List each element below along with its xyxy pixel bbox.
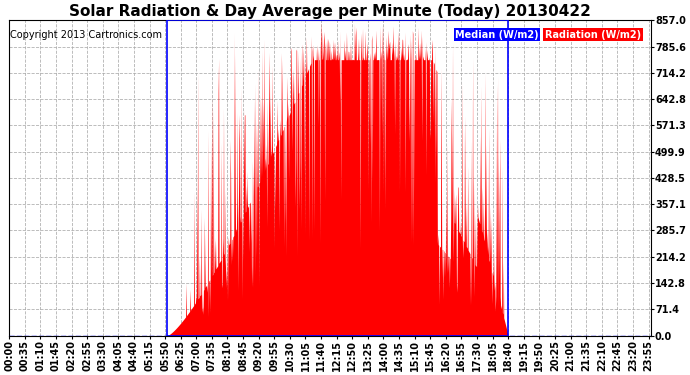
Text: Median (W/m2): Median (W/m2) bbox=[455, 30, 539, 40]
Bar bbox=[168, 20, 509, 336]
Title: Solar Radiation & Day Average per Minute (Today) 20130422: Solar Radiation & Day Average per Minute… bbox=[69, 4, 591, 19]
Text: Copyright 2013 Cartronics.com: Copyright 2013 Cartronics.com bbox=[10, 30, 162, 40]
Text: Radiation (W/m2): Radiation (W/m2) bbox=[545, 30, 641, 40]
